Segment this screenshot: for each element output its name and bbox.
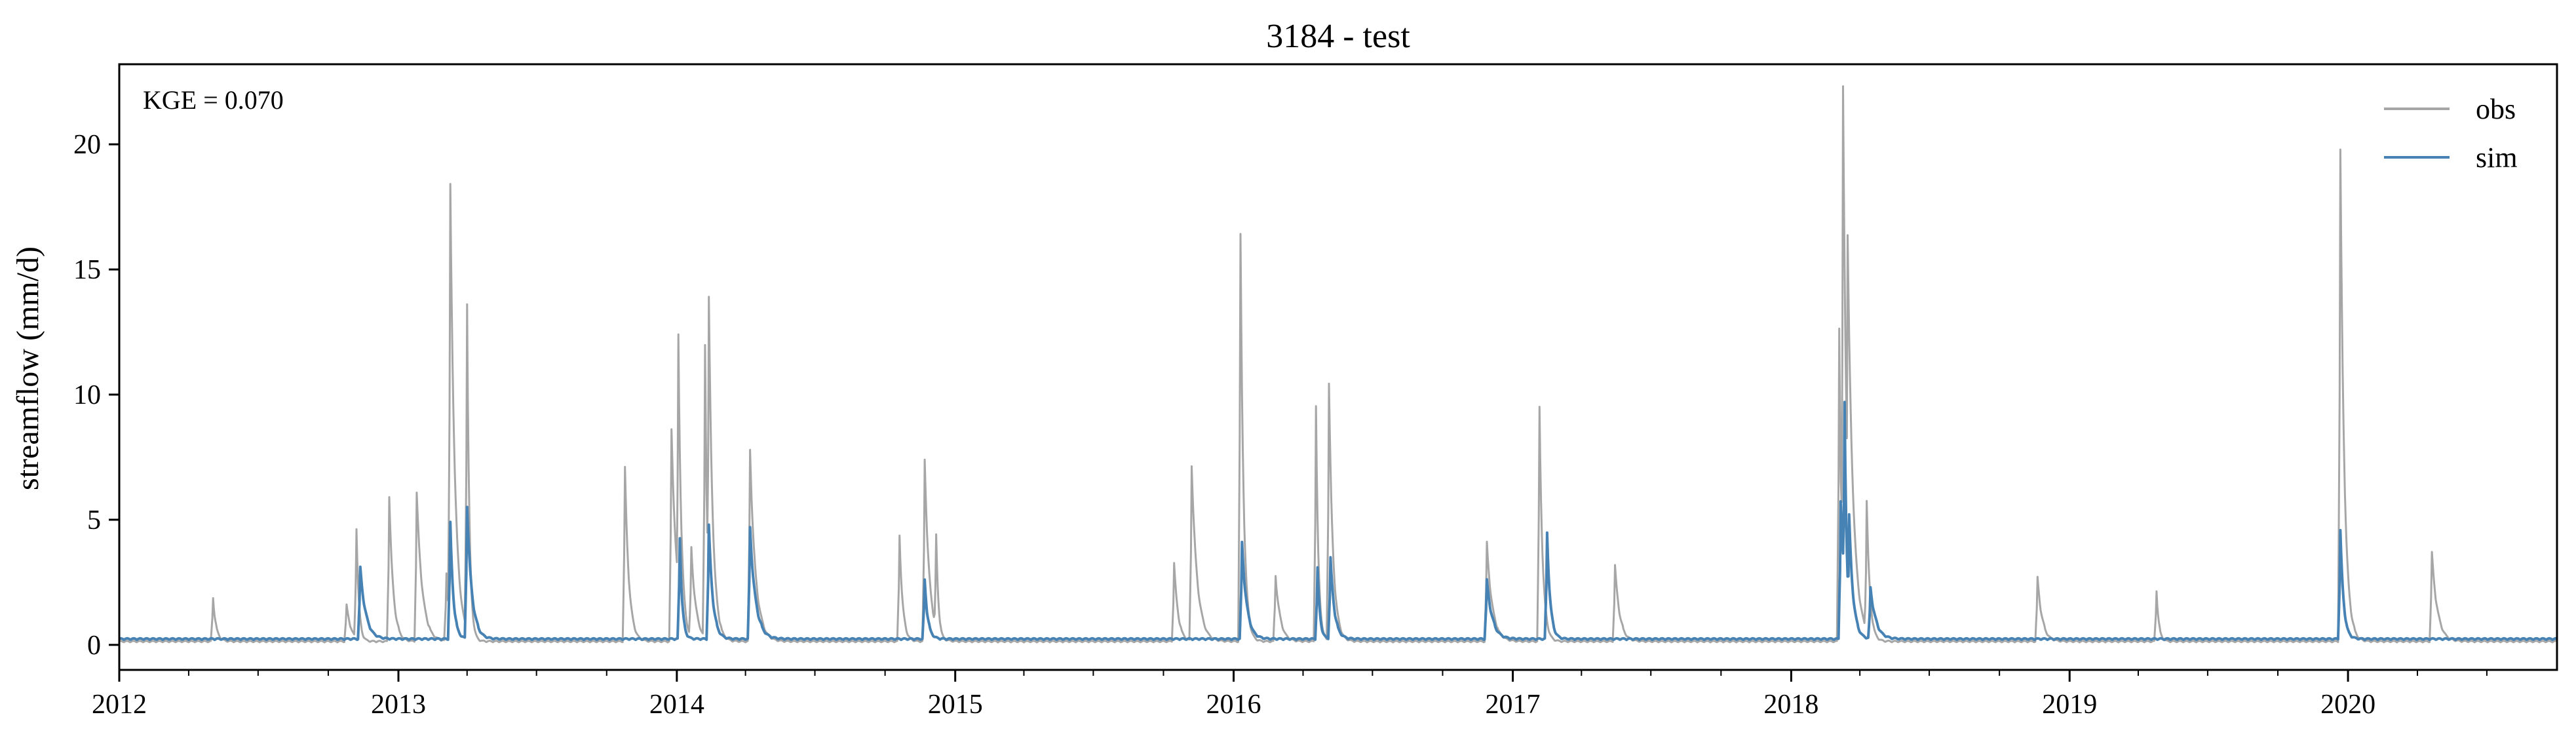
x-tick-label: 2012	[92, 690, 147, 720]
legend: obs sim	[2384, 93, 2518, 174]
chart-title: 3184 - test	[1266, 18, 1410, 55]
x-tick-label: 2020	[2320, 690, 2375, 720]
y-tick-label: 5	[87, 505, 101, 536]
x-tick-label: 2015	[928, 690, 983, 720]
x-tick-label: 2017	[1486, 690, 1541, 720]
plot-frame	[118, 63, 2558, 671]
axes-layer: 0 5 10 15 20 2012 2013 2014 2015 2016 2017 2018 2019…	[73, 130, 2488, 720]
series-sim-line	[119, 400, 2557, 642]
x-tick-label: 2016	[1206, 690, 1261, 720]
series-layer	[119, 85, 2557, 644]
y-tick-label: 15	[73, 255, 101, 285]
legend-label-obs: obs	[2476, 93, 2516, 125]
x-tick-label: 2014	[649, 690, 704, 720]
y-axis-label: streamflow (mm/d)	[10, 246, 45, 490]
series-obs-line	[119, 85, 2557, 644]
y-tick-label: 20	[73, 130, 101, 160]
y-tick-label: 10	[73, 380, 101, 410]
kge-annotation: KGE = 0.070	[143, 85, 284, 115]
x-tick-label: 2019	[2042, 690, 2097, 720]
x-tick-label: 2018	[1763, 690, 1818, 720]
legend-label-sim: sim	[2476, 142, 2518, 174]
y-tick-label: 0	[87, 631, 101, 661]
x-tick-label: 2013	[371, 690, 426, 720]
